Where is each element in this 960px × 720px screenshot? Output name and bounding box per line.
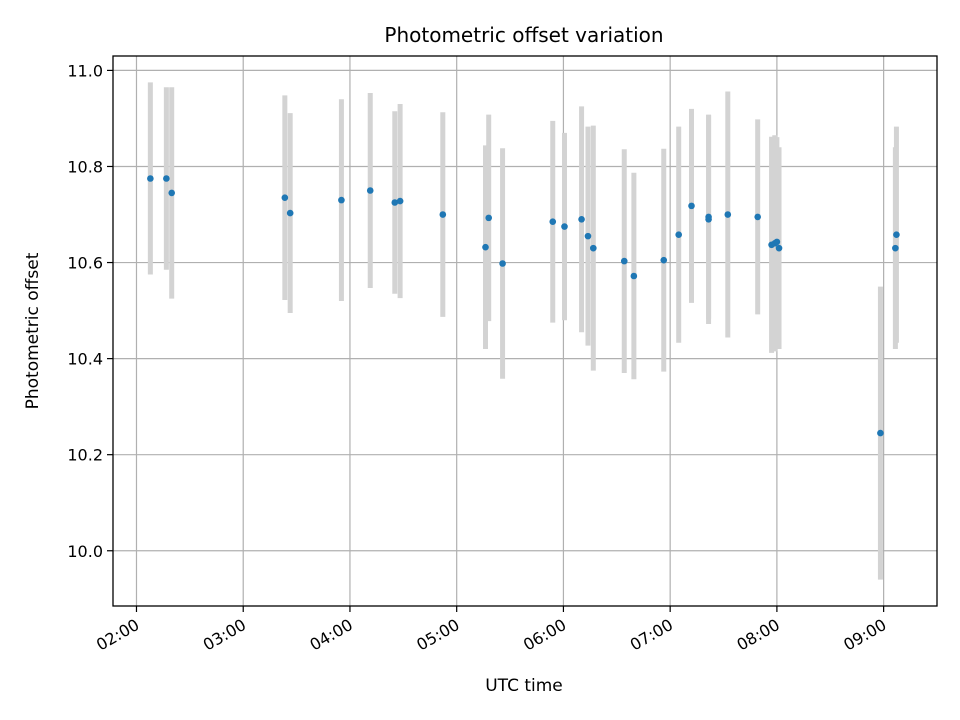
data-point: [147, 175, 154, 182]
error-bars: [147, 82, 899, 580]
data-point: [366, 187, 374, 194]
grid-lines: [113, 56, 937, 606]
y-tick-label: 10.8: [67, 157, 103, 176]
data-point: [660, 256, 668, 264]
x-axis-ticks: 02:00 03:00 04:00 05:00 06:00 07:00 08:00 09:00: [93, 606, 890, 655]
data-point: [338, 196, 345, 204]
chart-title: Photometric offset variation: [384, 23, 663, 47]
data-point: [877, 429, 884, 437]
data-point: [281, 194, 289, 202]
x-tick-label: 05:00: [413, 615, 462, 655]
x-tick-label: 03:00: [200, 615, 249, 655]
data-points: [147, 175, 900, 437]
x-tick-label: 02:00: [93, 615, 142, 655]
x-tick-label: 09:00: [840, 615, 889, 655]
x-tick-label: 08:00: [733, 615, 782, 655]
data-point: [675, 231, 682, 238]
data-point: [482, 243, 489, 251]
data-point: [775, 244, 783, 252]
data-point: [286, 209, 294, 217]
data-point: [391, 199, 399, 206]
x-axis-title: UTC time: [485, 676, 563, 696]
data-point: [549, 218, 557, 226]
data-point: [499, 260, 506, 267]
y-axis-ticks: 10.0 10.2 10.4 10.6 10.8 11.0: [67, 61, 113, 561]
data-point: [578, 216, 585, 223]
y-tick-label: 10.0: [67, 542, 103, 561]
data-point: [590, 244, 597, 252]
data-point: [892, 244, 899, 252]
y-tick-label: 10.6: [67, 254, 103, 273]
data-point: [584, 232, 592, 240]
plot-frame: [112, 55, 938, 607]
data-point: [396, 197, 404, 205]
y-axis-title: Photometric offset: [23, 252, 43, 409]
x-tick-label: 06:00: [520, 615, 569, 655]
data-point: [168, 189, 176, 197]
data-point: [620, 257, 628, 265]
data-point: [688, 202, 695, 210]
data-point: [724, 211, 732, 218]
data-point: [893, 231, 900, 238]
data-point: [163, 175, 170, 182]
data-point: [754, 213, 761, 221]
x-tick-label: 04:00: [307, 615, 356, 655]
x-tick-label: 07:00: [627, 615, 676, 655]
data-point: [630, 272, 638, 280]
data-point: [705, 216, 712, 223]
y-tick-label: 10.2: [67, 446, 103, 465]
data-point: [773, 238, 781, 246]
data-point: [561, 223, 568, 230]
y-tick-label: 11.0: [67, 61, 103, 80]
data-point: [485, 214, 493, 222]
data-point: [439, 211, 447, 218]
y-tick-label: 10.4: [67, 350, 103, 369]
